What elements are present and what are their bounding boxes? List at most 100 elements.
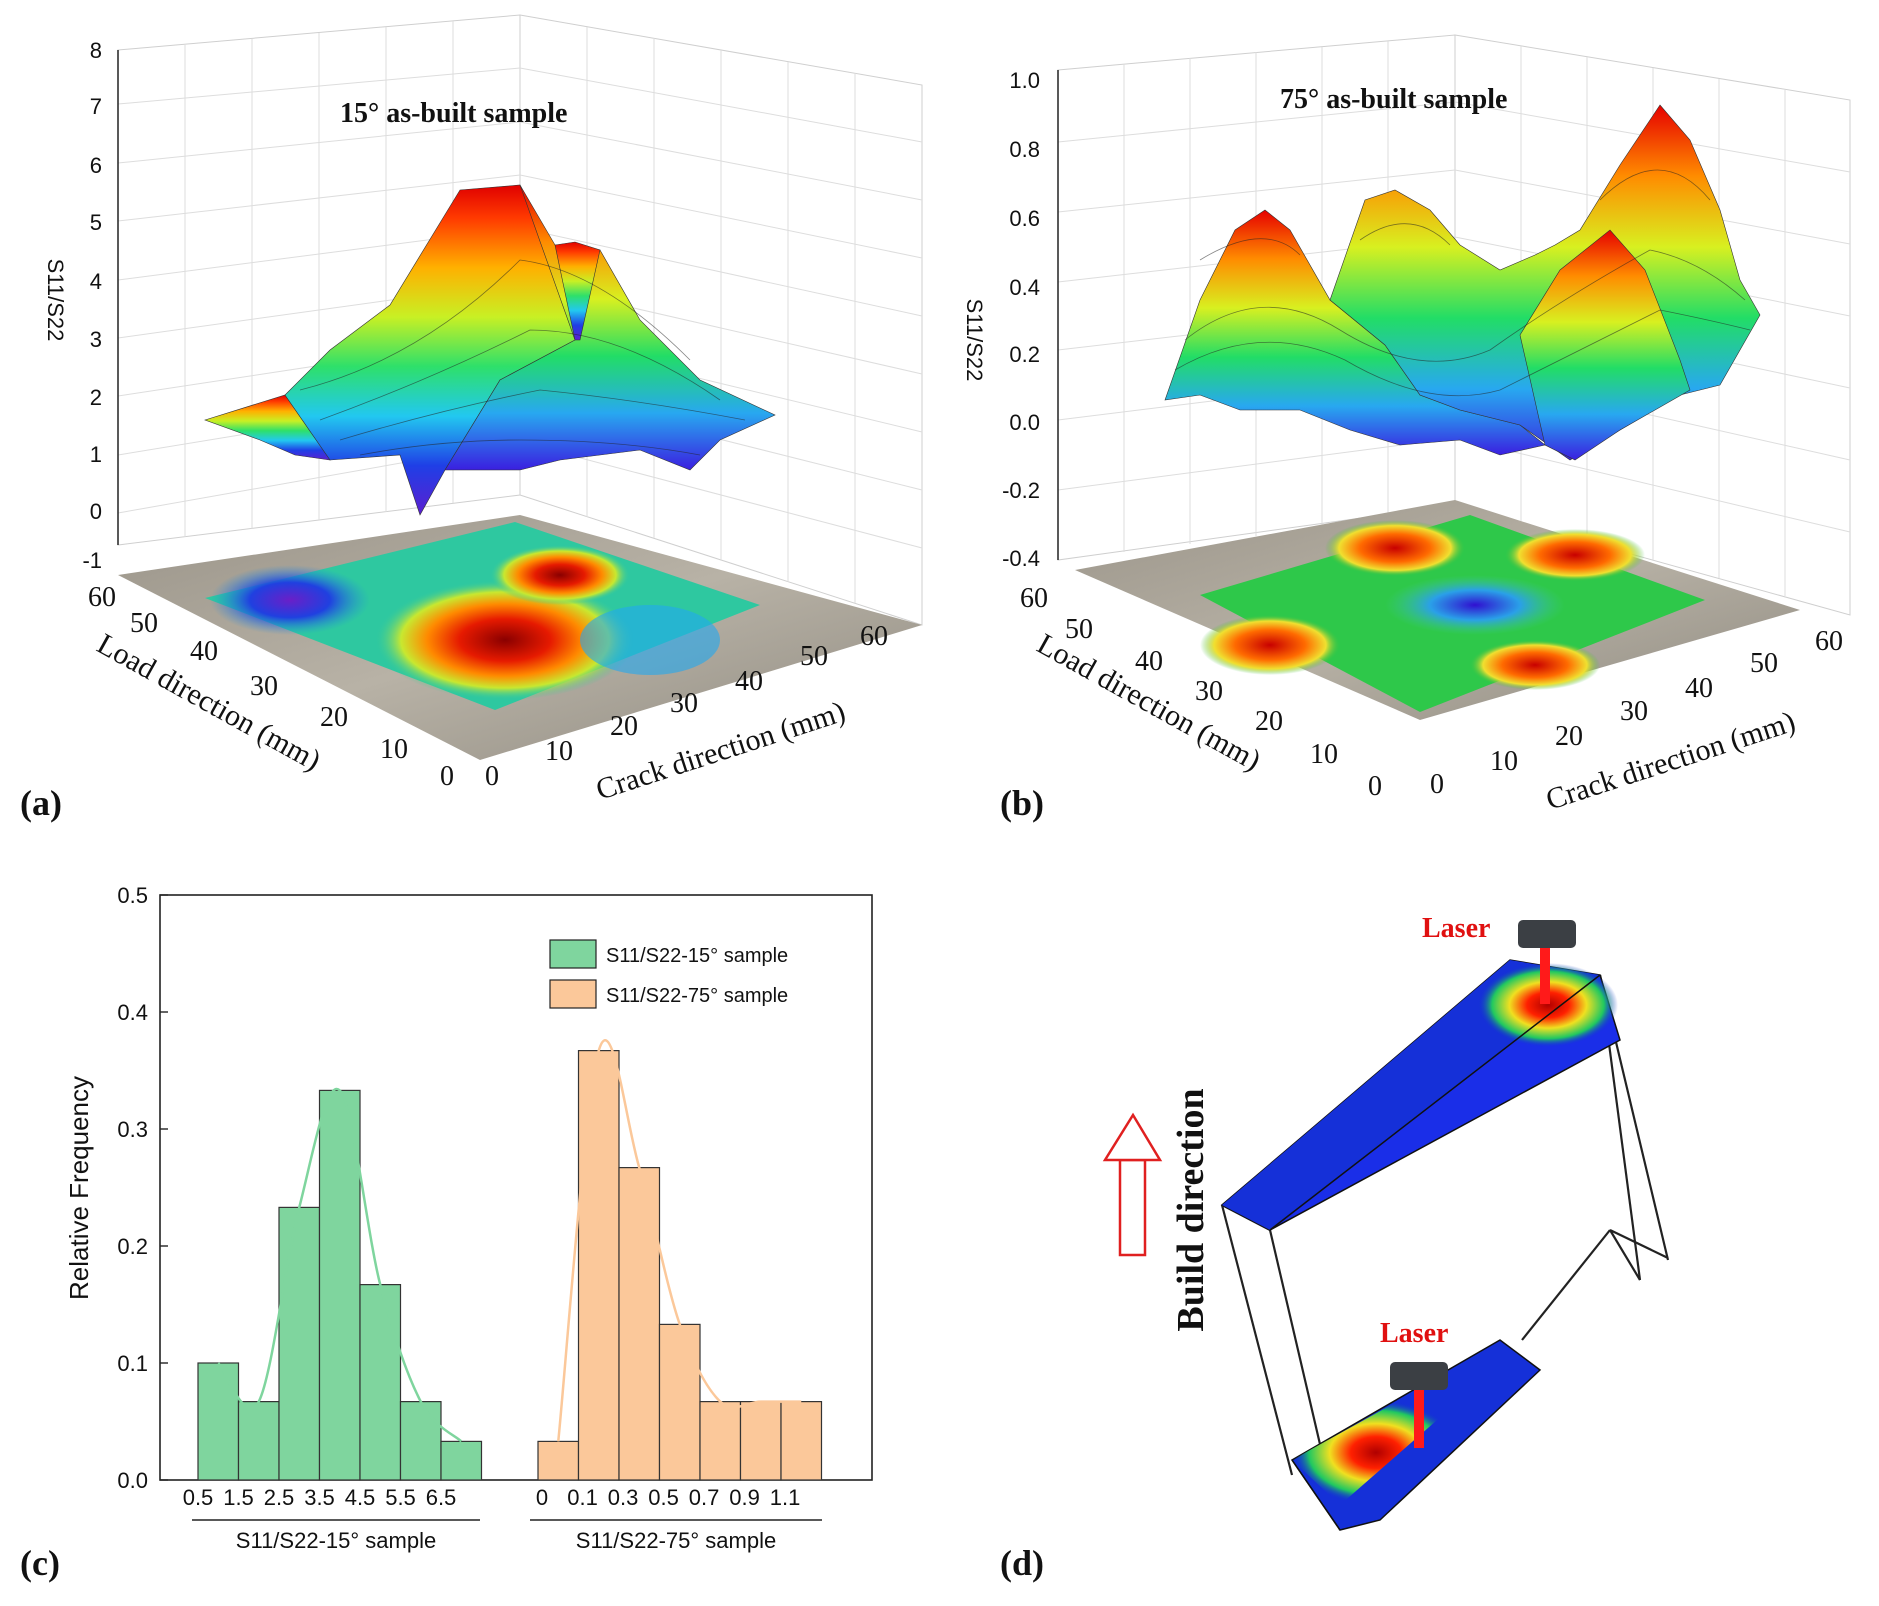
b-xtick: 50 [1750, 648, 1778, 679]
b-ytick: 0 [1368, 771, 1382, 802]
c-bar [618, 1167, 661, 1481]
c-xtick-label: 0.5 [183, 1485, 214, 1510]
c-xtick-label: 2.5 [264, 1485, 295, 1510]
c-ytick-label: 0.4 [117, 1000, 148, 1025]
d-laser-label-bottom: Laser [1380, 1318, 1448, 1349]
d-laser-nozzle-bottom [1390, 1362, 1448, 1390]
b-z-label: S11/S22 [962, 299, 987, 382]
c-fit-curve [557, 1039, 802, 1442]
b-ztick: 0.4 [1009, 275, 1040, 300]
c-xtick-label: 3.5 [304, 1485, 335, 1510]
panel-d-diagram: Laser Laser Build direction [1102, 913, 1670, 1531]
panel-c-histogram: 0.0 0.1 0.2 0.3 0.4 0.5 Relative Frequency 0.… [64, 883, 873, 1553]
d-laser-head-bottom [1390, 1362, 1448, 1448]
c-xtick-label: 0.9 [729, 1485, 760, 1510]
panel-b-label: (b) [1000, 783, 1044, 823]
b-ytick: 40 [1135, 646, 1163, 677]
b-title: 75° as-built sample [1280, 84, 1507, 115]
c-ytick-label: 0.1 [117, 1351, 148, 1376]
b-contour-hot2 [1325, 520, 1465, 576]
b-xtick: 30 [1620, 696, 1648, 727]
c-group2-label: S11/S22-75° sample [576, 1528, 776, 1553]
a-ztick: 6 [90, 153, 102, 178]
c-xtick-label: 6.5 [426, 1485, 457, 1510]
a-x-ticks: 0 10 20 30 40 50 60 [485, 621, 888, 792]
a-ztick: 4 [90, 269, 102, 294]
b-ztick: 0.6 [1009, 206, 1040, 231]
b-ztick: -0.2 [1002, 478, 1040, 503]
b-y-ticks: 60 50 40 30 20 10 0 [1020, 583, 1382, 802]
a-contour-blue [580, 605, 720, 675]
a-y-ticks: 60 50 40 30 20 10 0 [88, 582, 454, 792]
b-xtick: 10 [1490, 746, 1518, 777]
a-ytick: 0 [440, 761, 454, 792]
a-ztick: 2 [90, 385, 102, 410]
a-ytick: 50 [130, 608, 158, 639]
b-ytick: 50 [1065, 614, 1093, 645]
c-legend-swatch-15 [549, 939, 597, 969]
c-xtick-label: 0.5 [648, 1485, 679, 1510]
a-ztick: 3 [90, 327, 102, 352]
a-title: 15° as-built sample [340, 98, 567, 129]
b-xtick: 60 [1815, 626, 1843, 657]
a-ytick: 10 [380, 734, 408, 765]
c-legend-label-75: S11/S22-75° sample [606, 985, 788, 1007]
b-contour-cold [1385, 575, 1565, 635]
b-surface [1164, 104, 1761, 461]
b-ytick: 30 [1195, 676, 1223, 707]
a-z-ticks: 8 7 6 5 4 3 2 1 0 -1 [82, 38, 102, 573]
c-bar [318, 1089, 361, 1481]
b-ztick: -0.4 [1002, 546, 1040, 571]
b-ztick: 0.8 [1009, 137, 1040, 162]
c-xtick-label: 0 [536, 1485, 548, 1510]
c-legend: S11/S22-15° sample S11/S22-75° sample [549, 939, 788, 1009]
c-bar [537, 1440, 580, 1481]
b-contour-hot1 [1200, 615, 1340, 675]
d-laser-beam-top [1540, 948, 1550, 1004]
b-xtick: 40 [1685, 673, 1713, 704]
a-ytick: 40 [190, 636, 218, 667]
a-ytick: 60 [88, 582, 116, 613]
a-ztick: 0 [90, 499, 102, 524]
c-bar [399, 1401, 442, 1481]
b-contour-hot4 [1470, 640, 1600, 690]
c-legend-label-15: S11/S22-15° sample [606, 945, 788, 967]
a-ztick: 1 [90, 442, 102, 467]
panel-a-3d-surface: 8 7 6 5 4 3 2 1 0 -1 S11/S22 [43, 14, 923, 807]
b-ytick: 10 [1310, 739, 1338, 770]
c-xtick-label: 1.5 [223, 1485, 254, 1510]
c-y-label: Relative Frequency [64, 1076, 94, 1300]
a-xtick: 0 [485, 761, 499, 792]
c-xtick-label: 0.3 [608, 1485, 639, 1510]
b-x-ticks: 0 10 20 30 40 50 60 [1430, 626, 1843, 800]
panel-a-label: (a) [20, 783, 62, 823]
a-xtick: 30 [670, 688, 698, 719]
b-ztick: 1.0 [1009, 68, 1040, 93]
c-x-ticks: 0.5 1.5 2.5 3.5 4.5 5.5 6.5 0 0.1 0.3 0.5 0.7 0.9 1.1 [183, 1485, 801, 1510]
c-bar [577, 1050, 620, 1481]
b-z-ticks: 1.0 0.8 0.6 0.4 0.2 0.0 -0.2 -0.4 [1002, 68, 1040, 571]
d-build-direction-label: Build direction [1170, 1088, 1212, 1331]
d-arrow-head [1102, 1112, 1163, 1162]
c-xtick-label: 0.1 [567, 1485, 598, 1510]
b-xtick: 0 [1430, 769, 1444, 800]
c-fit-curves [217, 1039, 802, 1443]
c-ytick-label: 0.3 [117, 1117, 148, 1142]
a-xtick: 10 [545, 736, 573, 767]
d-laser-head-top [1518, 920, 1576, 1004]
c-plot-frame [159, 894, 873, 1481]
c-bar [278, 1206, 321, 1481]
a-xtick: 40 [735, 666, 763, 697]
a-ztick: 5 [90, 210, 102, 235]
c-bar [699, 1401, 742, 1481]
a-ztick: -1 [82, 548, 102, 573]
d-arrow-shaft [1118, 1158, 1147, 1257]
b-ztick: 0.0 [1009, 410, 1040, 435]
a-contour-cold [210, 565, 370, 635]
b-ytick: 20 [1255, 706, 1283, 737]
c-ytick-label: 0.5 [117, 883, 148, 908]
d-laser-beam-bottom [1414, 1390, 1424, 1448]
c-group1-label: S11/S22-15° sample [236, 1528, 436, 1553]
a-ytick: 20 [320, 702, 348, 733]
